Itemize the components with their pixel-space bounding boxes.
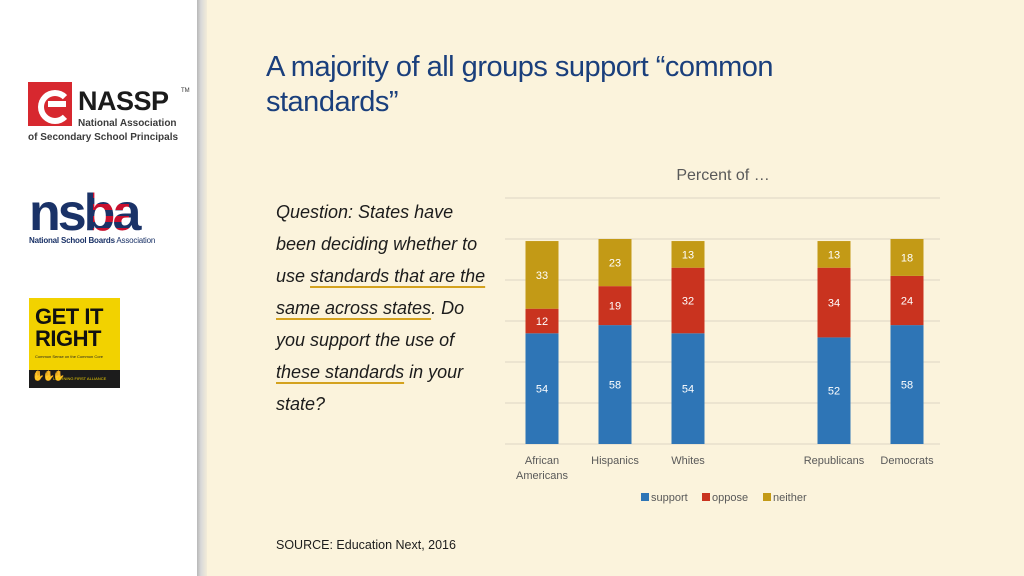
nsba-tagline: National School Boards Association — [29, 236, 156, 245]
get-it-right-title: GET IT RIGHT — [35, 304, 103, 351]
data-label-neither: 13 — [828, 249, 840, 261]
data-label-oppose: 12 — [536, 316, 548, 328]
legend-label-oppose: oppose — [712, 492, 748, 504]
bar-neither — [671, 241, 705, 268]
bar-neither — [817, 241, 851, 268]
data-label-oppose: 24 — [901, 296, 913, 308]
legend-label-neither: neither — [773, 492, 807, 504]
chart-svg: Percent of … 54 12 33 58 19 23 54 32 13 52 34 13 58 24… — [505, 167, 940, 504]
nsba-logo: nsba National School Boards Association — [29, 190, 164, 246]
data-label-support: 54 — [536, 384, 548, 396]
category-label: Hispanics — [591, 455, 639, 467]
bar-support — [671, 333, 705, 444]
nassp-tm: TM — [181, 88, 190, 94]
data-label-neither: 23 — [609, 258, 621, 270]
get-it-right-logo: GET IT RIGHT Common Sense on the Common … — [29, 298, 120, 388]
get-it-right-alliance: LEARNING FIRST ALLIANCE — [53, 376, 107, 381]
data-label-support: 54 — [682, 384, 694, 396]
data-label-neither: 18 — [901, 252, 913, 264]
data-label-oppose: 19 — [609, 301, 621, 313]
question-part-1: standards that are the same across state… — [276, 266, 486, 318]
data-label-oppose: 34 — [828, 298, 840, 310]
source-note: SOURCE: Education Next, 2016 — [276, 538, 456, 552]
bar-support — [817, 337, 851, 444]
question-part-0: Question: States have been deciding whet… — [276, 202, 478, 286]
bar-support — [890, 325, 924, 444]
data-label-support: 58 — [901, 380, 913, 392]
nassp-logo: NASSP TM National Association of Seconda… — [28, 82, 190, 144]
strip-shadow — [197, 0, 207, 576]
nassp-line2: of Secondary School Principals — [28, 132, 179, 143]
bar-oppose — [817, 267, 851, 338]
chart-title: Percent of … — [676, 167, 769, 184]
legend-swatch-neither — [763, 493, 771, 501]
data-label-oppose: 32 — [682, 296, 694, 308]
category-label: Republicans — [804, 455, 865, 467]
survey-question: Question: States have been deciding whet… — [276, 196, 486, 420]
bar-oppose — [525, 308, 559, 334]
get-it-right-footer — [29, 370, 120, 388]
legend-swatch-oppose — [702, 493, 710, 501]
nassp-line1: National Association — [78, 118, 177, 129]
data-label-neither: 33 — [536, 270, 548, 282]
raised-hands-icon: ✋✋✋ — [32, 371, 65, 382]
bar-neither — [890, 239, 924, 276]
nassp-name: NASSP — [78, 86, 169, 116]
question-part-4: in your state? — [276, 362, 464, 414]
stacked-bar-chart: Percent of … 54 12 33 58 19 23 54 32 13 52 34 13 58 24… — [480, 150, 960, 520]
bar-oppose — [890, 275, 924, 326]
bar-support — [598, 325, 632, 444]
legend-swatch-support — [641, 493, 649, 501]
data-label-support: 58 — [609, 380, 621, 392]
bar-oppose — [598, 286, 632, 326]
category-label: Democrats — [880, 455, 934, 467]
category-label: African Americans — [516, 455, 568, 482]
bar-neither — [525, 241, 559, 309]
data-label-support: 52 — [828, 386, 840, 398]
data-label-neither: 13 — [682, 249, 694, 261]
question-part-2: . Do you support the use of — [276, 298, 465, 350]
nassp-mark-icon — [28, 82, 72, 126]
get-it-right-tagline: Common Sense on the Common Core — [35, 354, 104, 359]
nsba-letters-icon: nsba — [29, 190, 143, 232]
question-part-3: these standards — [276, 362, 405, 382]
slide-title: A majority of all groups support “common… — [266, 51, 774, 118]
legend-label-support: support — [651, 492, 688, 504]
category-label: Whites — [671, 455, 705, 467]
bar-neither — [598, 239, 632, 287]
bar-support — [525, 333, 559, 444]
bar-oppose — [671, 267, 705, 334]
